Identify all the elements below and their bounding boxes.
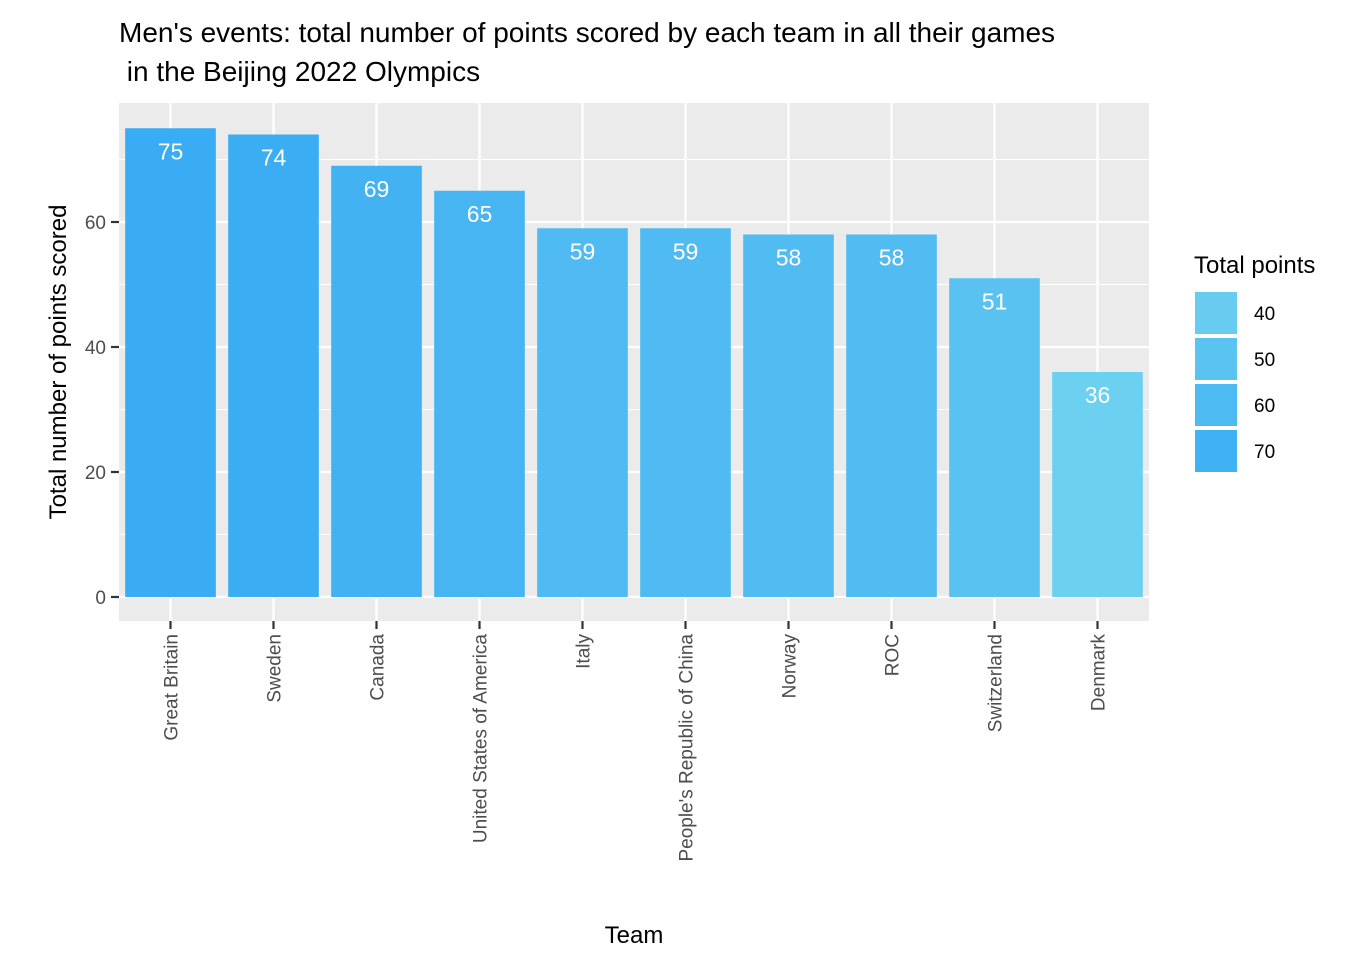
bar [846, 234, 937, 597]
bar-value-label: 58 [879, 245, 905, 271]
y-tick-label: 20 [85, 463, 106, 484]
y-tick-label: 60 [85, 213, 106, 234]
chart-title-line: in the Beijing 2022 Olympics [119, 56, 480, 87]
bar-value-label: 36 [1085, 382, 1111, 408]
chart-title: Men's events: total number of points sco… [119, 17, 1055, 87]
bar [434, 190, 525, 597]
y-tick-label: 0 [95, 588, 106, 609]
legend-label: 70 [1254, 442, 1275, 463]
x-axis: Great Britain Sweden Canada United States o… [162, 621, 1110, 862]
x-tick-label: Sweden [265, 634, 286, 703]
legend-label: 40 [1254, 304, 1275, 325]
legend-label: 50 [1254, 350, 1275, 371]
bar-value-label: 59 [570, 238, 596, 264]
legend-key [1193, 336, 1239, 382]
x-tick-label: People's Republic of China [677, 634, 698, 862]
y-axis-title: Total number of points scored [45, 205, 72, 520]
y-axis: 0 20 40 60 [85, 213, 119, 609]
legend: Total points 40 50 60 70 [1193, 252, 1315, 474]
bar-value-label: 51 [982, 288, 1008, 314]
x-tick-label: Italy [574, 634, 595, 669]
x-tick-label: Denmark [1089, 634, 1110, 712]
x-tick-label: Great Britain [162, 634, 183, 741]
y-tick-label: 40 [85, 338, 106, 359]
legend-keys: 40 50 60 70 [1193, 290, 1275, 474]
bar [640, 228, 731, 597]
bar-value-label: 59 [673, 238, 699, 264]
legend-key [1193, 428, 1239, 474]
bar-value-label: 74 [261, 145, 287, 171]
bar [331, 165, 422, 597]
legend-key [1193, 290, 1239, 336]
legend-title: Total points [1194, 252, 1315, 279]
x-tick-label: ROC [883, 634, 904, 676]
x-tick-label: Switzerland [986, 634, 1007, 732]
bar [949, 278, 1040, 597]
x-tick-label: United States of America [471, 634, 492, 844]
x-tick-label: Norway [780, 634, 801, 699]
bar-value-label: 75 [158, 138, 184, 164]
legend-key [1193, 382, 1239, 428]
bar [228, 134, 319, 597]
bar [125, 128, 216, 597]
bar-value-label: 69 [364, 176, 390, 202]
bar [537, 228, 628, 597]
bar [1052, 372, 1143, 597]
x-axis-title: Team [605, 922, 664, 949]
x-tick-label: Canada [368, 634, 389, 701]
bar-series [125, 128, 1143, 597]
data-labels: 75 74 69 65 59 59 58 58 51 36 [158, 138, 1111, 408]
bar-value-label: 65 [467, 201, 493, 227]
bar [743, 234, 834, 597]
chart-title-line: Men's events: total number of points sco… [119, 17, 1055, 48]
legend-label: 60 [1254, 396, 1275, 417]
bar-value-label: 58 [776, 245, 802, 271]
